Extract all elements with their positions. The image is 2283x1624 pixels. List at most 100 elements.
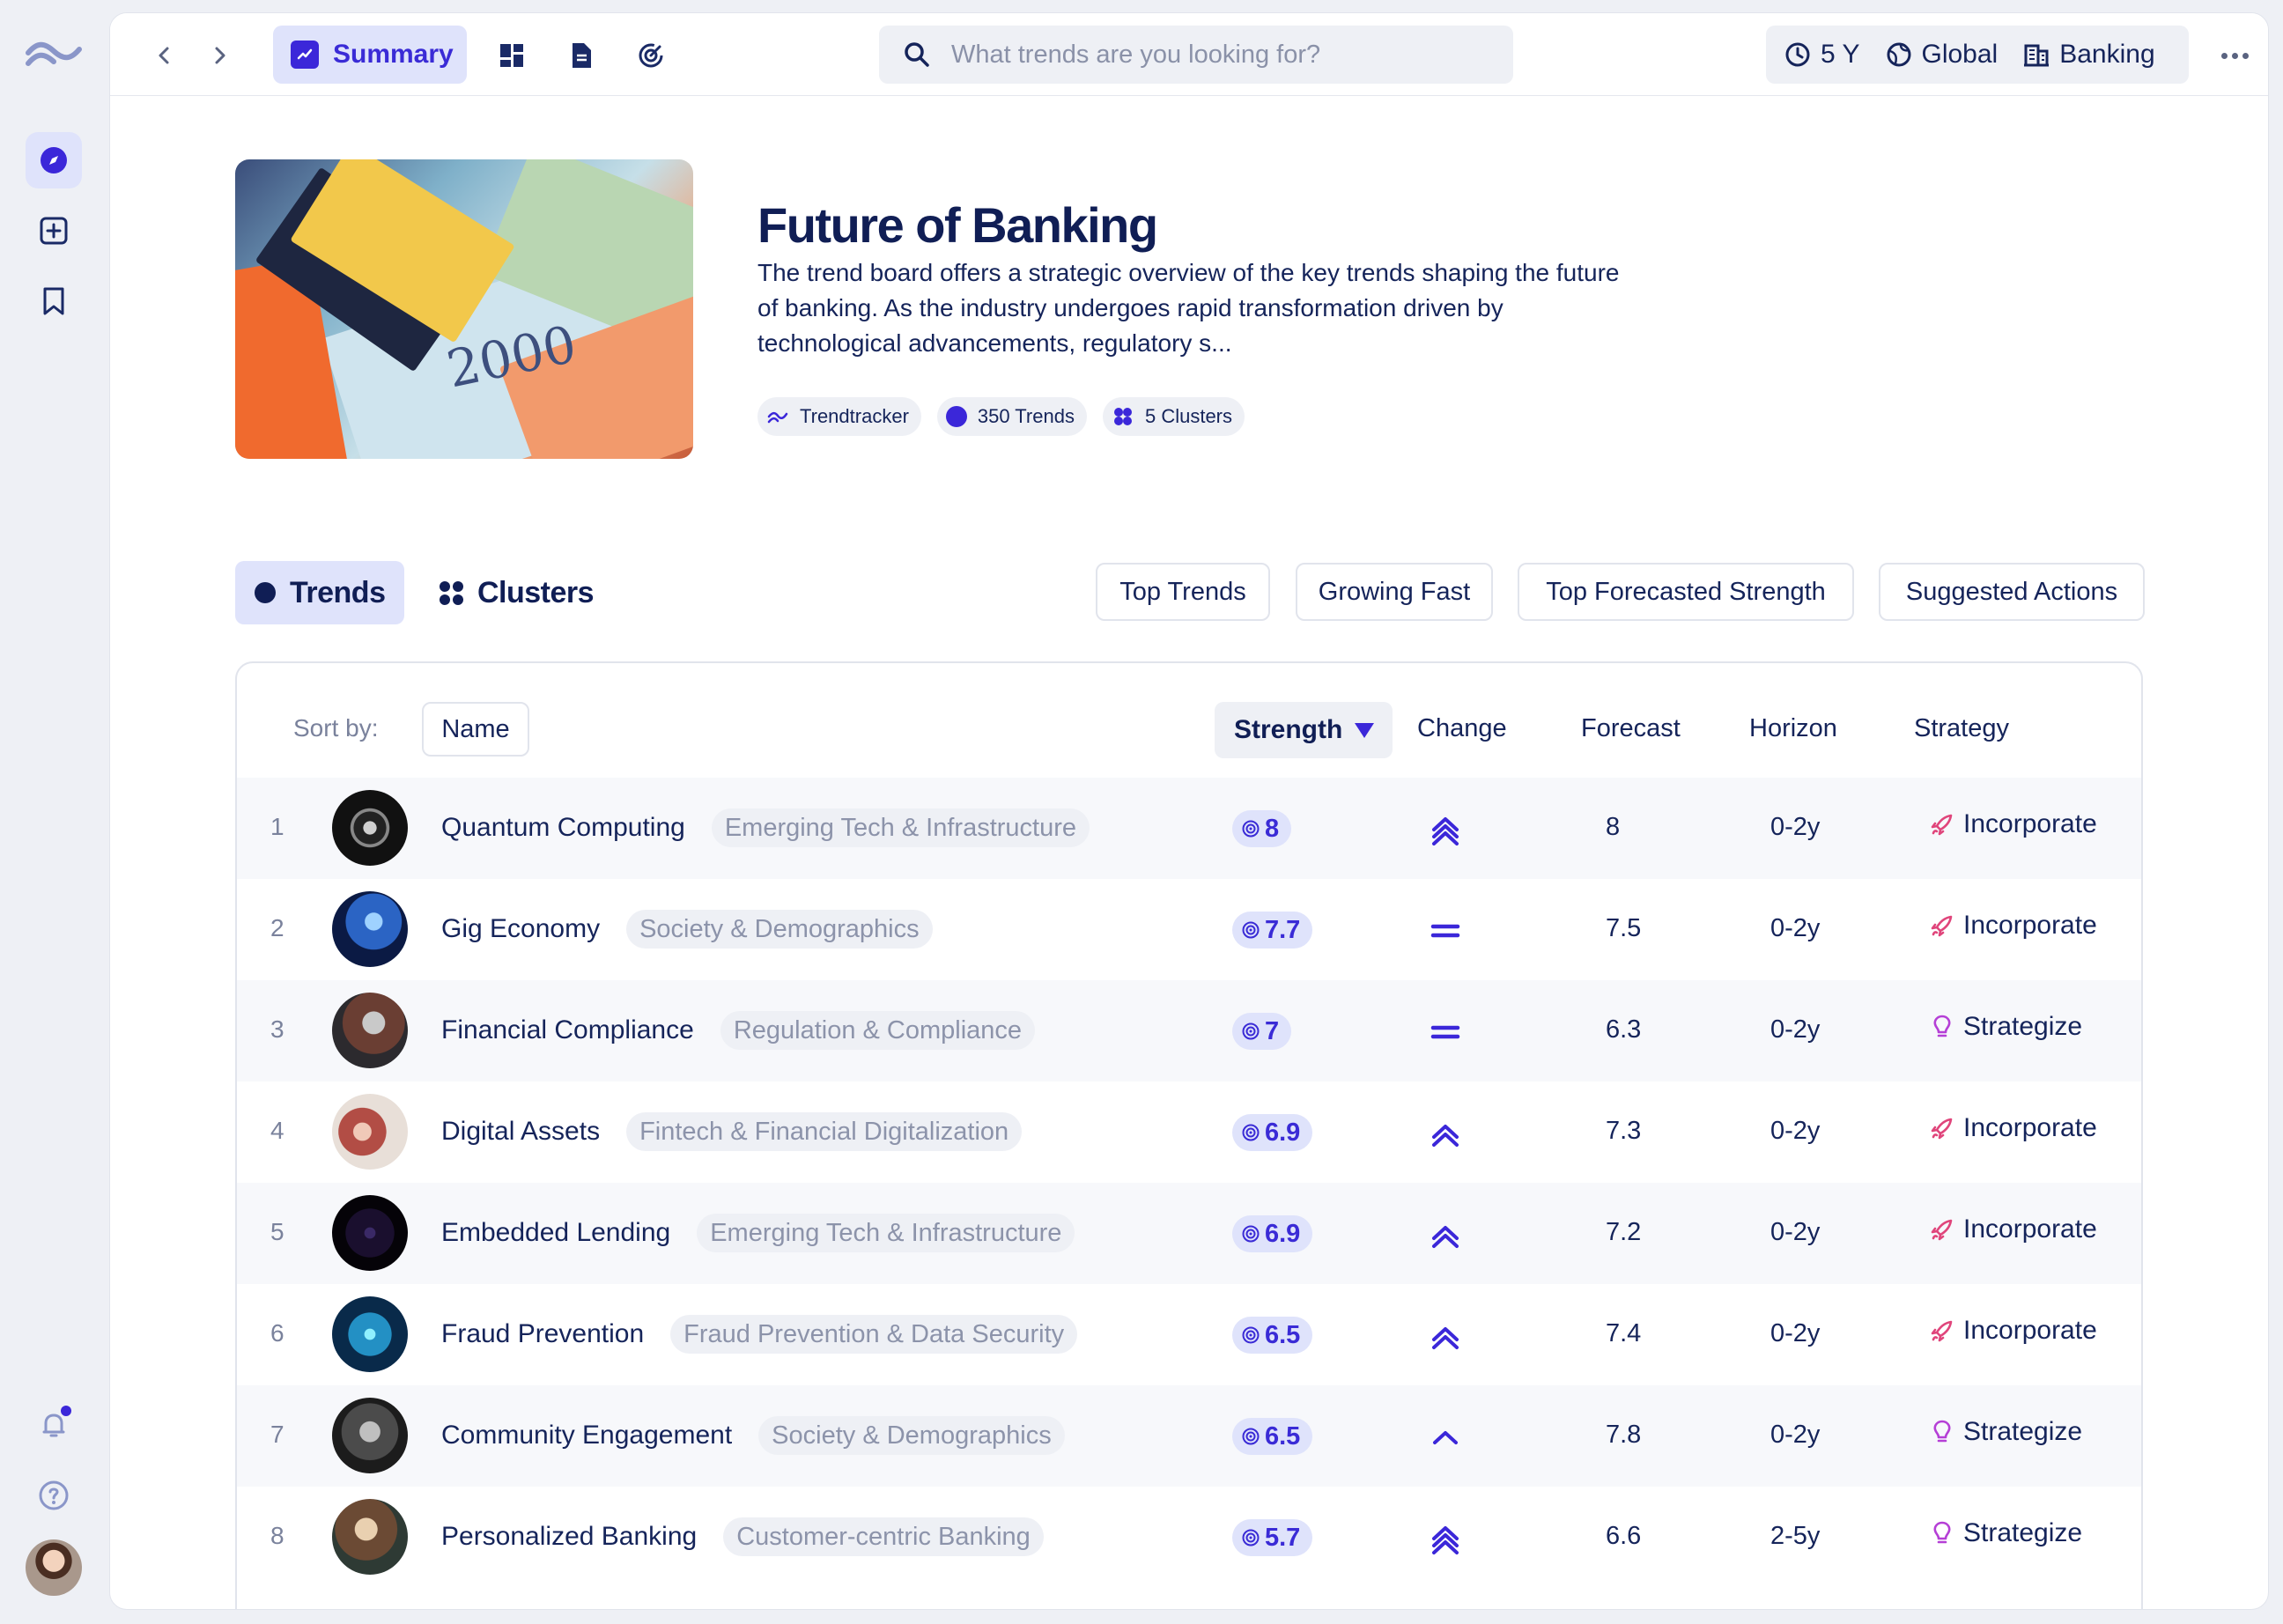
search-input[interactable]	[951, 40, 1480, 70]
trend-name[interactable]: Personalized Banking	[441, 1522, 698, 1551]
app-logo-icon[interactable]	[25, 33, 83, 72]
chevron-right-icon	[215, 47, 225, 64]
region-filter[interactable]: Global	[1885, 40, 1999, 70]
table-row[interactable]: 5 Embedded Lending Emerging Tech & Infrast…	[237, 1183, 2141, 1284]
strength-column-label: Strength	[1234, 715, 1343, 744]
trend-dot-icon	[945, 406, 967, 427]
strength-badge: 6.9	[1232, 1114, 1313, 1151]
tab-radar[interactable]	[633, 38, 669, 73]
building-icon	[2024, 44, 2050, 67]
suggested-actions-button[interactable]: Suggested Actions	[1879, 563, 2145, 621]
forecast-value: 6.3	[1606, 1015, 1642, 1044]
rocket-icon	[1928, 912, 1956, 940]
cluster-tag[interactable]: Customer-centric Banking	[723, 1517, 1044, 1556]
clusters-icon	[1113, 408, 1132, 425]
tab-summary[interactable]: Summary	[273, 26, 467, 84]
top-forecasted-strength-button[interactable]: Top Forecasted Strength	[1518, 563, 1854, 621]
globe-icon	[1887, 42, 1910, 67]
table-row[interactable]: 4 Digital Assets Fintech & Financial Digit…	[237, 1081, 2141, 1183]
left-rail	[0, 0, 107, 1624]
row-rank: 8	[270, 1522, 284, 1549]
forecast-value: 7.5	[1606, 914, 1642, 942]
trend-dot-icon	[255, 582, 276, 603]
trend-name[interactable]: Fraud Prevention	[441, 1319, 645, 1348]
notifications-button[interactable]	[26, 1397, 82, 1453]
sort-by-strength-button[interactable]: Strength	[1215, 702, 1393, 758]
strength-badge: 5.7	[1232, 1519, 1313, 1556]
tab-dashboard[interactable]	[494, 38, 529, 73]
table-row[interactable]: 1 Quantum Computing Emerging Tech & Infras…	[237, 778, 2141, 879]
forward-button[interactable]	[203, 40, 235, 71]
forecast-column-header[interactable]: Forecast	[1581, 714, 1681, 742]
bookmarks-nav-button[interactable]	[26, 273, 82, 329]
trend-name[interactable]: Quantum Computing	[441, 813, 685, 842]
timeframe-filter[interactable]: 5 Y	[1784, 40, 1860, 70]
cluster-tag[interactable]: Fraud Prevention & Data Security	[670, 1315, 1078, 1354]
industry-label: Banking	[2059, 40, 2155, 69]
double-chevron-up-icon	[1421, 1108, 1470, 1157]
strength-value: 5.7	[1265, 1523, 1301, 1552]
tab-trends[interactable]: Trends	[235, 561, 405, 624]
forecast-value: 8	[1606, 813, 1621, 841]
cluster-tag[interactable]: Emerging Tech & Infrastructure	[697, 1214, 1075, 1252]
tab-report[interactable]	[564, 38, 599, 73]
horizon-value: 0-2y	[1770, 1117, 1821, 1145]
explore-nav-button[interactable]	[26, 132, 82, 188]
table-header: Sort by: Name Strength Change Forecast H…	[237, 663, 2141, 778]
cluster-tag[interactable]: Regulation & Compliance	[720, 1011, 1036, 1050]
chevron-left-icon	[159, 47, 169, 64]
top-bar: Summary	[110, 13, 2268, 96]
row-rank: 4	[270, 1117, 284, 1144]
trend-name[interactable]: Gig Economy	[441, 914, 601, 943]
trend-name[interactable]: Community Engagement	[441, 1421, 733, 1450]
strength-badge: 6.9	[1232, 1215, 1313, 1252]
strategy-cell: Incorporate	[1928, 1113, 2097, 1143]
page-title: Future of Banking	[757, 197, 1158, 253]
target-icon	[1241, 920, 1260, 940]
sort-desc-icon	[1355, 722, 1375, 738]
radar-icon	[639, 43, 663, 68]
row-rank: 2	[270, 914, 284, 941]
strategy-cell: Strategize	[1928, 1518, 2082, 1548]
help-button[interactable]	[26, 1467, 82, 1524]
sort-by-name-button[interactable]: Name	[422, 702, 529, 757]
lightbulb-icon	[1928, 1418, 1956, 1446]
user-avatar[interactable]	[26, 1539, 82, 1596]
trend-name[interactable]: Embedded Lending	[441, 1218, 671, 1247]
rocket-icon	[1928, 1317, 1956, 1345]
top-trends-button[interactable]: Top Trends	[1096, 563, 1270, 621]
double-chevron-up-icon	[1421, 1209, 1470, 1259]
strength-value: 6.9	[1265, 1219, 1301, 1248]
create-nav-button[interactable]	[26, 203, 82, 259]
back-button[interactable]	[149, 40, 181, 71]
table-row[interactable]: 8 Personalized Banking Customer-centric Ba…	[237, 1487, 2141, 1588]
strategy-column-header[interactable]: Strategy	[1914, 714, 2009, 742]
target-icon	[1241, 819, 1260, 838]
trend-name[interactable]: Financial Compliance	[441, 1015, 694, 1045]
strategy-value: Incorporate	[1963, 1316, 2097, 1345]
table-row[interactable]: 2 Gig Economy Society & Demographics 7.7 7.5…	[237, 879, 2141, 980]
strength-value: 6.9	[1265, 1118, 1301, 1147]
search-icon	[905, 42, 929, 67]
strategy-cell: Strategize	[1928, 1417, 2082, 1447]
horizon-column-header[interactable]: Horizon	[1749, 714, 1837, 742]
cluster-tag[interactable]: Fintech & Financial Digitalization	[626, 1112, 1023, 1151]
change-column-header[interactable]: Change	[1417, 714, 1507, 742]
strength-badge: 7	[1232, 1013, 1292, 1050]
growing-fast-button[interactable]: Growing Fast	[1296, 563, 1493, 621]
cluster-tag[interactable]: Emerging Tech & Infrastructure	[711, 808, 1090, 847]
trend-name[interactable]: Digital Assets	[441, 1117, 601, 1146]
more-options-button[interactable]	[2215, 40, 2254, 71]
table-row[interactable]: 7 Community Engagement Society & Demograph…	[237, 1385, 2141, 1487]
table-row[interactable]: 3 Financial Compliance Regulation & Compli…	[237, 980, 2141, 1081]
tab-clusters[interactable]: Clusters	[420, 561, 613, 624]
table-row[interactable]: 6 Fraud Prevention Fraud Prevention & Data…	[237, 1284, 2141, 1385]
cluster-tag[interactable]: Society & Demographics	[758, 1416, 1065, 1455]
cluster-tag[interactable]: Society & Demographics	[626, 910, 933, 949]
industry-filter[interactable]: Banking	[2022, 40, 2155, 70]
region-label: Global	[1921, 40, 1999, 69]
strength-badge: 6.5	[1232, 1418, 1313, 1455]
horizon-value: 0-2y	[1770, 1218, 1821, 1246]
horizon-value: 0-2y	[1770, 1015, 1821, 1044]
search-bar[interactable]	[879, 26, 1513, 84]
